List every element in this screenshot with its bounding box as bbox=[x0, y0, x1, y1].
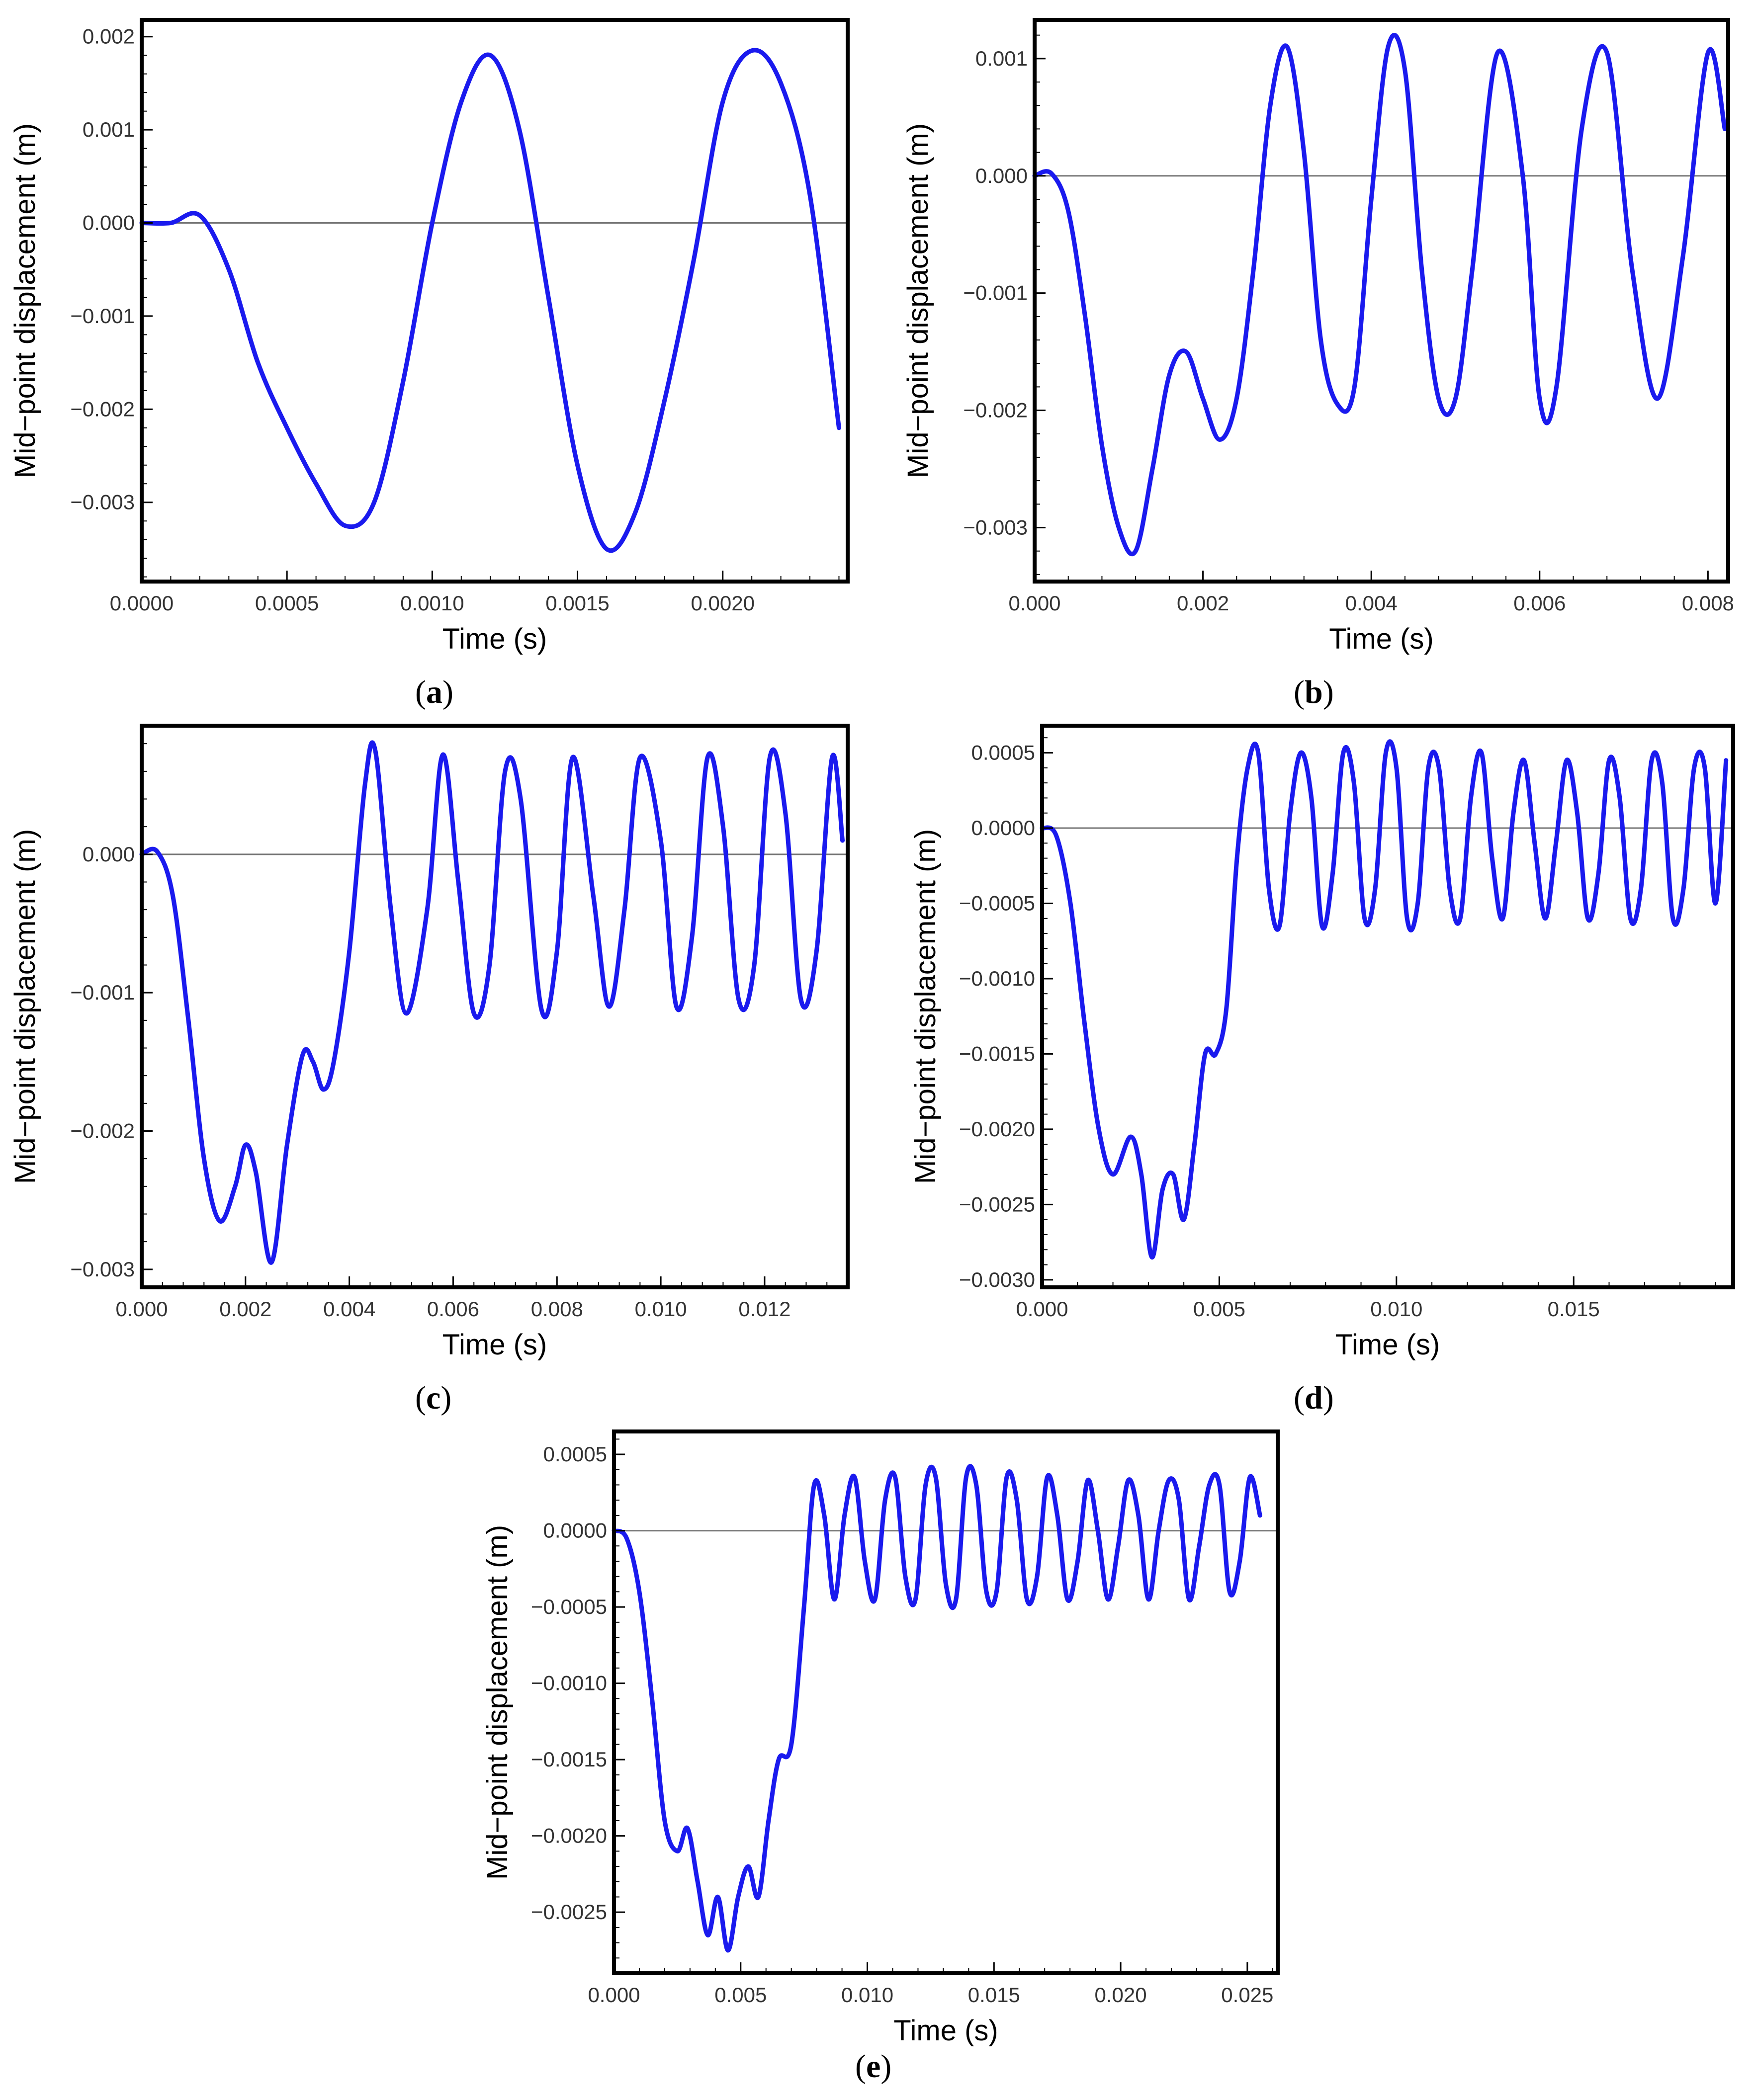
y-axis-title: Mid−point displacement (m) bbox=[909, 829, 942, 1184]
y-tick-label: 0.000 bbox=[975, 164, 1028, 187]
caption-a: (a) bbox=[415, 674, 453, 710]
y-tick-label: −0.0030 bbox=[959, 1268, 1035, 1291]
x-tick-label: 0.012 bbox=[738, 1297, 790, 1321]
y-axis-title: Mid−point displacement (m) bbox=[481, 1525, 514, 1880]
y-tick-label: −0.003 bbox=[70, 491, 135, 514]
plot-frame bbox=[612, 1429, 1280, 1975]
y-tick-label: −0.0025 bbox=[959, 1192, 1035, 1216]
chart-svg-e: 0.000 0.005 0.010 0.015 0.020 0.025 0.0005 0.00… bbox=[481, 1429, 1280, 2047]
y-tick-label: −0.0025 bbox=[531, 1900, 607, 1924]
series-line bbox=[139, 48, 841, 553]
x-tick-label: 0.010 bbox=[1370, 1297, 1422, 1321]
x-axis-title: Time (s) bbox=[1335, 1329, 1440, 1361]
caption-c: (c) bbox=[415, 1380, 452, 1416]
y-axis-title: Mid−point displacement (m) bbox=[9, 123, 41, 478]
y-tick-label: 0.000 bbox=[83, 211, 135, 235]
chart-svg-c: 0.000 0.002 0.004 0.006 0.008 0.010 0.012 0.000… bbox=[9, 724, 850, 1361]
chart-panel-c: 0.000 0.002 0.004 0.006 0.008 0.010 0.012 0.000… bbox=[0, 706, 878, 1412]
y-axis-title: Mid−point displacement (m) bbox=[902, 123, 934, 478]
y-tick-label: −0.002 bbox=[70, 397, 135, 420]
y-tick-label: 0.0005 bbox=[543, 1442, 607, 1466]
series-line bbox=[612, 1464, 1262, 1953]
x-tick-label: 0.020 bbox=[1095, 1983, 1147, 2007]
y-tick-label: −0.002 bbox=[963, 399, 1028, 422]
x-axis-title: Time (s) bbox=[1329, 623, 1433, 655]
x-tick-label: 0.000 bbox=[1016, 1297, 1068, 1321]
series-line bbox=[139, 740, 845, 1265]
x-tick-label: 0.0000 bbox=[110, 591, 174, 615]
y-tick-label: −0.001 bbox=[963, 281, 1028, 305]
x-axis-title: Time (s) bbox=[442, 1329, 547, 1361]
series-line bbox=[1040, 739, 1729, 1260]
x-tick-label: 0.005 bbox=[1193, 1297, 1245, 1321]
x-tick-label: 0.006 bbox=[1513, 591, 1566, 615]
caption-b: (b) bbox=[1294, 674, 1334, 710]
y-tick-label: 0.0005 bbox=[971, 741, 1035, 764]
y-tick-label: −0.0020 bbox=[959, 1117, 1035, 1141]
y-tick-label: −0.002 bbox=[70, 1119, 135, 1142]
x-tick-label: 0.005 bbox=[714, 1983, 767, 2007]
y-tick-label: −0.003 bbox=[70, 1258, 135, 1281]
x-tick-label: 0.000 bbox=[588, 1983, 640, 2007]
y-tick-label: 0.001 bbox=[83, 118, 135, 141]
plot-frame bbox=[140, 18, 850, 584]
x-tick-label: 0.0015 bbox=[545, 591, 609, 615]
chart-panel-d: 0.000 0.005 0.010 0.015 0.0005 0.0000 −0.0005 −… bbox=[878, 706, 1756, 1412]
x-tick-label: 0.008 bbox=[1682, 591, 1734, 615]
y-tick-label: −0.001 bbox=[70, 981, 135, 1004]
y-tick-label: −0.0010 bbox=[531, 1672, 607, 1695]
x-tick-label: 0.004 bbox=[323, 1297, 375, 1321]
x-tick-label: 0.008 bbox=[531, 1297, 583, 1321]
chart-panel-e: 0.000 0.005 0.010 0.015 0.020 0.025 0.0005 0.00… bbox=[438, 1412, 1316, 2100]
chart-svg-a: 0.0000 0.0005 0.0010 0.0015 0.0020 0.002 0.001… bbox=[9, 18, 850, 655]
x-axis-title: Time (s) bbox=[442, 623, 547, 655]
y-tick-label: −0.0005 bbox=[531, 1595, 607, 1618]
y-tick-label: −0.0020 bbox=[531, 1824, 607, 1848]
chart-svg-d: 0.000 0.005 0.010 0.015 0.0005 0.0000 −0.0005 −… bbox=[909, 724, 1735, 1361]
y-tick-label: −0.0010 bbox=[959, 967, 1035, 990]
caption-e: (e) bbox=[855, 2048, 892, 2085]
x-tick-label: 0.025 bbox=[1221, 1983, 1273, 2007]
y-tick-label: 0.000 bbox=[83, 842, 135, 866]
x-tick-label: 0.010 bbox=[635, 1297, 687, 1321]
y-tick-label: 0.001 bbox=[975, 47, 1028, 70]
x-tick-label: 0.015 bbox=[968, 1983, 1020, 2007]
y-tick-label: −0.0015 bbox=[531, 1748, 607, 1771]
x-tick-label: 0.000 bbox=[115, 1297, 168, 1321]
y-tick-label: −0.001 bbox=[70, 304, 135, 328]
y-tick-label: 0.0000 bbox=[543, 1519, 607, 1542]
x-axis-title: Time (s) bbox=[893, 2015, 998, 2047]
chart-svg-b: 0.000 0.002 0.004 0.006 0.008 0.001 0.000 −0.00… bbox=[902, 18, 1734, 655]
x-tick-label: 0.010 bbox=[841, 1983, 893, 2007]
x-tick-label: 0.006 bbox=[427, 1297, 479, 1321]
x-tick-label: 0.0020 bbox=[691, 591, 754, 615]
series-line bbox=[1032, 33, 1727, 557]
chart-panel-b: 0.000 0.002 0.004 0.006 0.008 0.001 0.000 −0.00… bbox=[878, 0, 1756, 706]
x-tick-label: 0.002 bbox=[1177, 591, 1229, 615]
plot-frame bbox=[1040, 724, 1735, 1289]
y-tick-label: 0.0000 bbox=[971, 816, 1035, 840]
x-tick-label: 0.015 bbox=[1548, 1297, 1600, 1321]
y-tick-label: −0.0015 bbox=[959, 1042, 1035, 1065]
y-axis-title: Mid−point displacement (m) bbox=[9, 829, 41, 1184]
y-tick-label: −0.003 bbox=[963, 515, 1028, 539]
x-tick-label: 0.002 bbox=[219, 1297, 271, 1321]
plot-frame bbox=[1033, 18, 1730, 584]
x-tick-label: 0.0010 bbox=[400, 591, 464, 615]
x-tick-label: 0.000 bbox=[1008, 591, 1060, 615]
y-tick-label: −0.0005 bbox=[959, 891, 1035, 915]
x-tick-label: 0.004 bbox=[1345, 591, 1398, 615]
chart-panel-a: 0.0000 0.0005 0.0010 0.0015 0.0020 0.002 0.001… bbox=[0, 0, 878, 706]
y-tick-label: 0.002 bbox=[83, 25, 135, 48]
x-tick-label: 0.0005 bbox=[255, 591, 319, 615]
caption-d: (d) bbox=[1294, 1380, 1334, 1416]
